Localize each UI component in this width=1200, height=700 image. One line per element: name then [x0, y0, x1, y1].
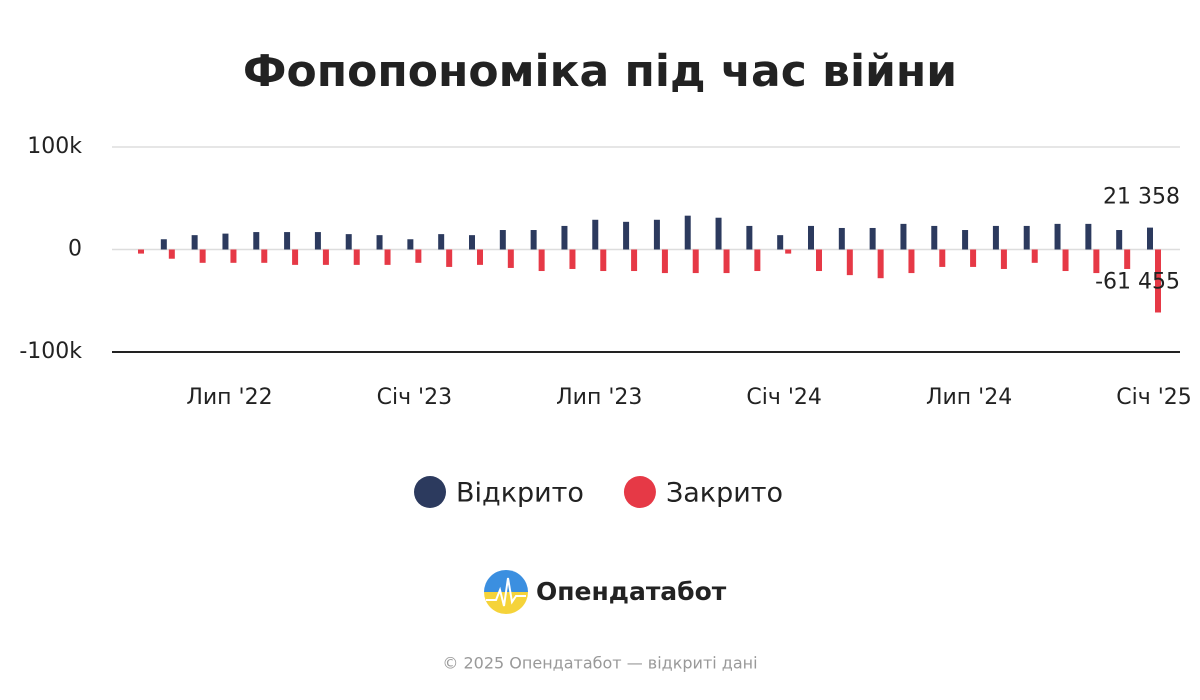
bar — [908, 249, 915, 274]
bar — [168, 249, 175, 259]
bar — [322, 249, 329, 265]
bar — [962, 230, 969, 250]
bar — [160, 239, 167, 250]
bar — [345, 234, 352, 250]
x-tick-label: Лип '23 — [556, 385, 642, 410]
legend-marker — [414, 476, 446, 508]
bar — [846, 249, 853, 276]
bar — [939, 249, 946, 267]
bar — [1031, 249, 1038, 263]
bar — [869, 227, 876, 250]
bar — [314, 232, 321, 250]
bar — [623, 221, 630, 250]
bar — [1116, 230, 1123, 250]
bar — [1023, 225, 1030, 250]
bar — [222, 233, 229, 250]
bar — [538, 249, 545, 272]
bar — [1124, 249, 1131, 269]
brand-logo — [484, 570, 528, 614]
bar — [1147, 227, 1153, 250]
legend-marker — [623, 476, 656, 508]
bar — [877, 249, 884, 279]
bar — [785, 249, 792, 254]
bar — [384, 249, 391, 265]
bar — [816, 249, 822, 272]
bar — [684, 215, 691, 250]
bar — [653, 219, 660, 250]
bar — [353, 249, 360, 265]
bar — [600, 249, 607, 272]
x-tick-label: Січ '24 — [746, 385, 822, 410]
bar — [561, 225, 568, 250]
bar — [970, 249, 977, 267]
bar — [931, 225, 938, 250]
bar — [1062, 249, 1069, 272]
bar — [692, 249, 699, 274]
bar — [530, 230, 537, 250]
brand-name: Опендатабот — [536, 577, 727, 606]
bar — [199, 249, 206, 263]
bar — [253, 232, 260, 250]
bar — [438, 234, 445, 250]
bar — [1093, 249, 1100, 274]
x-tick-label: Лип '22 — [186, 385, 272, 410]
chart-title: Фопопономіка під час війни — [243, 46, 957, 97]
bar — [592, 219, 599, 250]
bar — [569, 249, 576, 269]
legend-label: Відкрито — [456, 478, 584, 509]
bar — [499, 230, 506, 250]
bar — [469, 235, 475, 250]
y-tick-label: 0 — [68, 237, 82, 262]
bar — [723, 249, 730, 274]
bar — [992, 225, 999, 250]
bar — [191, 235, 198, 250]
bar — [261, 249, 268, 263]
y-tick-label: -100k — [19, 339, 82, 364]
bar — [477, 249, 483, 265]
bar — [1085, 223, 1092, 250]
bar — [1054, 223, 1061, 250]
bar — [808, 225, 814, 250]
bar — [715, 217, 722, 250]
bar — [415, 249, 422, 263]
bar — [284, 232, 291, 250]
x-tick-label: Лип '24 — [926, 385, 1012, 410]
bar — [376, 235, 383, 250]
legend-label: Закрито — [666, 478, 783, 509]
bar — [292, 249, 299, 265]
bar — [1155, 249, 1161, 313]
value-label: 21 358 — [1103, 185, 1180, 210]
y-tick-label: 100k — [27, 134, 82, 159]
bar — [754, 249, 761, 272]
bar — [746, 225, 753, 250]
bar — [138, 249, 144, 254]
bar — [407, 239, 414, 250]
bar — [446, 249, 453, 267]
bar — [900, 223, 907, 250]
bar — [1000, 249, 1007, 269]
bar — [507, 249, 514, 268]
bar — [631, 249, 638, 272]
value-label: -61 455 — [1095, 270, 1180, 295]
bar — [838, 227, 845, 250]
footer: © 2025 Опендатабот — відкриті дані — [442, 654, 757, 673]
bar — [777, 235, 784, 250]
bar — [230, 249, 237, 263]
x-tick-label: Січ '23 — [377, 385, 453, 410]
x-tick-label: Січ '25 — [1116, 385, 1192, 410]
bar — [661, 249, 668, 274]
